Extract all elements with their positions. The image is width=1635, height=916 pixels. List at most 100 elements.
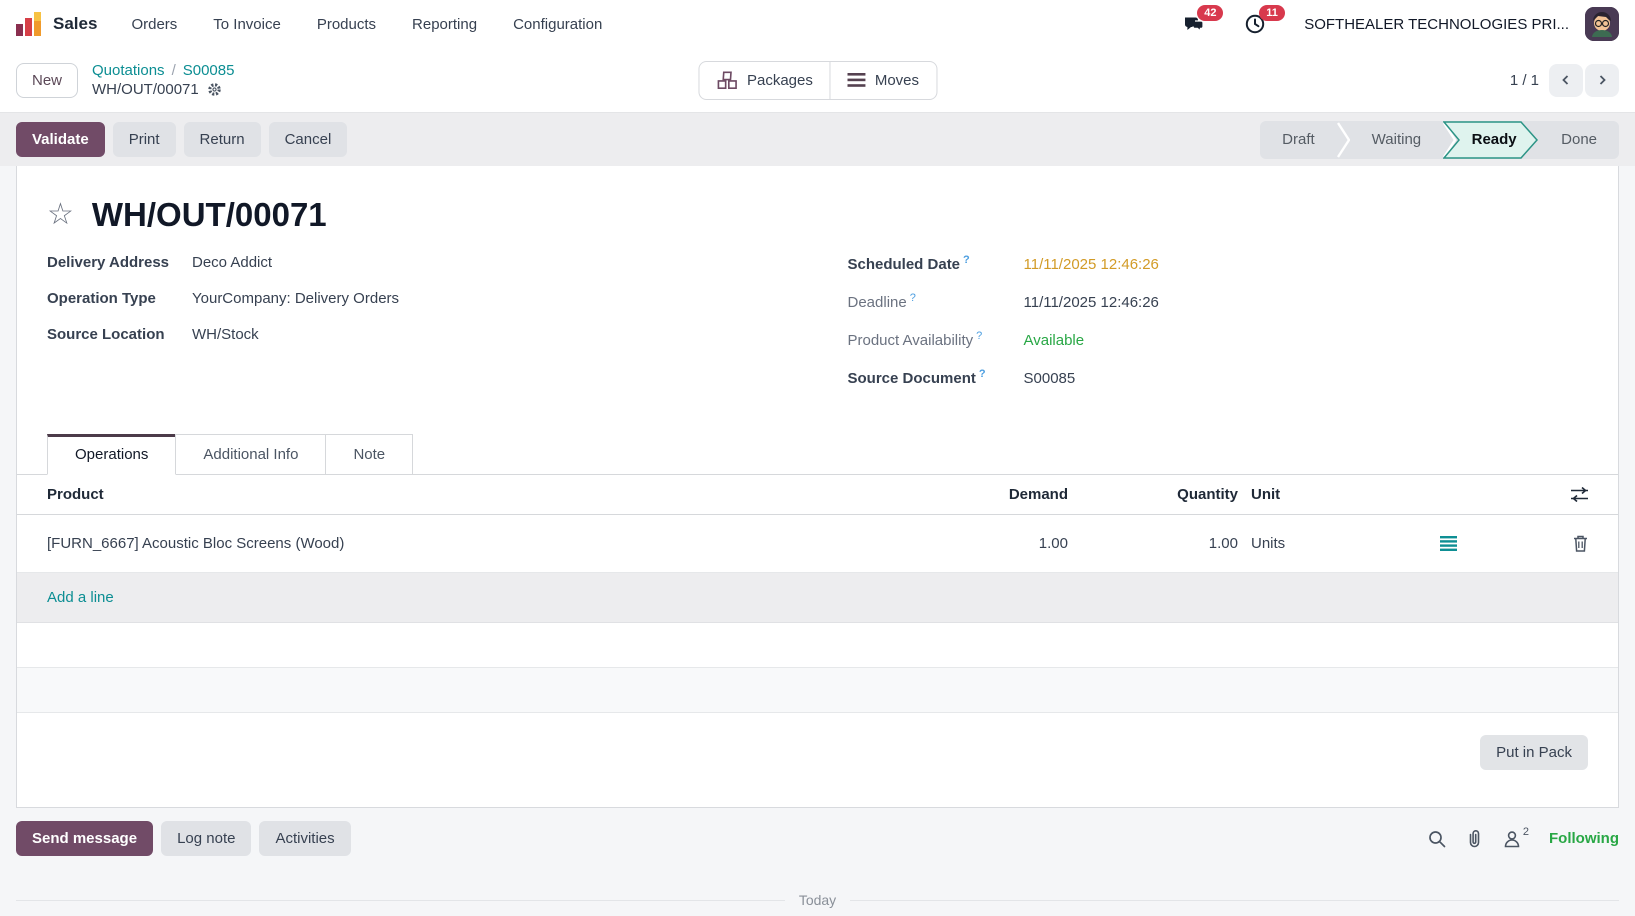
breadcrumb-quotations[interactable]: Quotations <box>92 62 165 79</box>
help-icon: ? <box>909 292 916 304</box>
product-availability-label: Product Availability? <box>847 330 983 349</box>
followers-button[interactable]: 2 <box>1503 826 1529 848</box>
app-logo-icon <box>16 12 41 36</box>
attachment-paperclip-icon[interactable] <box>1466 829 1483 848</box>
avatar-face-icon <box>1585 7 1619 41</box>
tab-note[interactable]: Note <box>325 434 414 474</box>
following-button[interactable]: Following <box>1549 830 1619 847</box>
moves-button[interactable]: Moves <box>829 61 936 99</box>
breadcrumb-current: WH/OUT/00071 <box>92 81 199 98</box>
detailed-operations-icon[interactable] <box>1439 536 1457 551</box>
tab-additional-info[interactable]: Additional Info <box>175 434 327 474</box>
log-note-button[interactable]: Log note <box>161 821 252 856</box>
put-in-pack-button[interactable]: Put in Pack <box>1480 735 1588 770</box>
product-availability-value: Available <box>1023 332 1085 349</box>
column-header-product[interactable]: Product <box>47 486 104 503</box>
chevron-left-icon <box>1562 75 1569 85</box>
chat-bubbles-icon <box>1185 17 1204 33</box>
favorite-star-icon[interactable]: ☆ <box>47 198 74 231</box>
delete-line-trash-icon[interactable] <box>1573 535 1588 552</box>
column-header-demand[interactable]: Demand <box>1008 486 1068 503</box>
chatter: Send message Log note Activities 2 <box>16 808 1620 908</box>
field-group-left: Delivery Address Deco Addict Operation T… <box>47 254 788 362</box>
deadline-label: Deadline? <box>847 292 916 311</box>
cancel-button[interactable]: Cancel <box>268 122 348 157</box>
smart-buttons: Packages Moves <box>697 60 938 100</box>
follower-person-icon <box>1504 830 1520 847</box>
deadline-value[interactable]: 11/11/2025 12:46:26 <box>1023 294 1159 311</box>
menu-products[interactable]: Products <box>316 15 377 33</box>
print-button[interactable]: Print <box>112 122 176 157</box>
tab-operations[interactable]: Operations <box>47 434 177 475</box>
notebook-tabs: Operations Additional Info Note <box>17 434 1618 475</box>
operations-table-header: Product Demand Quantity Unit <box>17 475 1618 515</box>
messages-icon[interactable]: 42 <box>1182 5 1224 36</box>
state-done[interactable]: Done <box>1561 130 1597 148</box>
breadcrumb-separator: / <box>171 62 176 79</box>
ready-arrow-icon <box>1443 120 1539 159</box>
activities-badge[interactable]: 11 <box>1259 5 1285 21</box>
validate-button[interactable]: Validate <box>16 122 105 157</box>
pager-next-button[interactable] <box>1585 63 1619 97</box>
app-name[interactable]: Sales <box>53 14 98 33</box>
gear-icon[interactable] <box>207 82 222 97</box>
state-draft[interactable]: Draft <box>1282 130 1315 148</box>
status-bar: Validate Print Return Cancel Draft Waiti… <box>0 112 1635 166</box>
pager-value: 1 / 1 <box>1509 71 1539 89</box>
chevron-right-icon <box>1599 75 1606 85</box>
menu-orders[interactable]: Orders <box>131 15 178 33</box>
quantity-cell[interactable]: 1.00 <box>1208 535 1238 552</box>
source-location-label: Source Location <box>47 326 165 343</box>
date-divider: Today <box>16 892 1620 908</box>
moves-list-icon <box>847 73 866 87</box>
moves-label: Moves <box>874 71 920 89</box>
breadcrumb: Quotations / S00085 WH/OUT/00071 <box>92 61 234 99</box>
state-separator-icon <box>1443 121 1457 158</box>
menu-to-invoice[interactable]: To Invoice <box>213 15 281 33</box>
state-waiting[interactable]: Waiting <box>1371 130 1422 148</box>
menu-configuration[interactable]: Configuration <box>513 15 603 33</box>
activities-button[interactable]: Activities <box>259 821 351 856</box>
source-document-value[interactable]: S00085 <box>1023 370 1076 387</box>
help-icon: ? <box>976 330 983 342</box>
unit-cell[interactable]: Units <box>1251 535 1286 552</box>
divider-line <box>850 899 1620 901</box>
return-button[interactable]: Return <box>183 122 261 157</box>
top-navbar: Sales Orders To Invoice Products Reporti… <box>0 0 1635 48</box>
packages-label: Packages <box>746 71 813 89</box>
main-content: ☆ WH/OUT/00071 Delivery Address Deco Add… <box>0 166 1635 916</box>
company-name[interactable]: SOFTHEALER TECHNOLOGIES PRI... <box>1304 15 1569 33</box>
column-header-unit[interactable]: Unit <box>1251 486 1281 503</box>
delivery-address-value[interactable]: Deco Addict <box>192 254 273 271</box>
search-messages-icon[interactable] <box>1428 830 1446 848</box>
add-line-row: Add a line <box>17 573 1618 623</box>
state-ready-active[interactable]: Ready <box>1443 120 1539 159</box>
packages-button[interactable]: Packages <box>699 62 830 99</box>
breadcrumb-s00085[interactable]: S00085 <box>182 62 235 79</box>
new-button[interactable]: New <box>16 62 79 98</box>
demand-cell[interactable]: 1.00 <box>1038 535 1068 552</box>
followers-count: 2 <box>1522 825 1530 838</box>
help-icon: ? <box>978 368 986 380</box>
menu-reporting[interactable]: Reporting <box>412 15 478 33</box>
pager: 1 / 1 <box>1509 63 1619 97</box>
send-message-button[interactable]: Send message <box>16 821 154 856</box>
optional-columns-icon[interactable] <box>1571 487 1588 502</box>
form-sheet: ☆ WH/OUT/00071 Delivery Address Deco Add… <box>16 166 1619 808</box>
source-location-value[interactable]: WH/Stock <box>192 326 259 343</box>
add-a-line-link[interactable]: Add a line <box>47 589 114 606</box>
operation-type-value[interactable]: YourCompany: Delivery Orders <box>192 290 400 307</box>
user-avatar[interactable] <box>1585 7 1619 41</box>
product-cell[interactable]: [FURN_6667] Acoustic Bloc Screens (Wood) <box>47 535 345 552</box>
record-title[interactable]: WH/OUT/00071 <box>91 196 327 233</box>
activities-icon[interactable]: 11 <box>1244 5 1285 36</box>
column-header-quantity[interactable]: Quantity <box>1177 486 1238 503</box>
scheduled-date-value[interactable]: 11/11/2025 12:46:26 <box>1023 256 1159 273</box>
empty-table-row <box>17 623 1618 668</box>
operation-line-row[interactable]: [FURN_6667] Acoustic Bloc Screens (Wood)… <box>17 515 1618 573</box>
pager-previous-button[interactable] <box>1549 63 1583 97</box>
state-separator-icon <box>1336 121 1350 158</box>
divider-line <box>16 899 785 901</box>
state-pipeline: Draft Waiting Ready Done <box>1260 120 1619 159</box>
messages-badge[interactable]: 42 <box>1197 5 1224 21</box>
